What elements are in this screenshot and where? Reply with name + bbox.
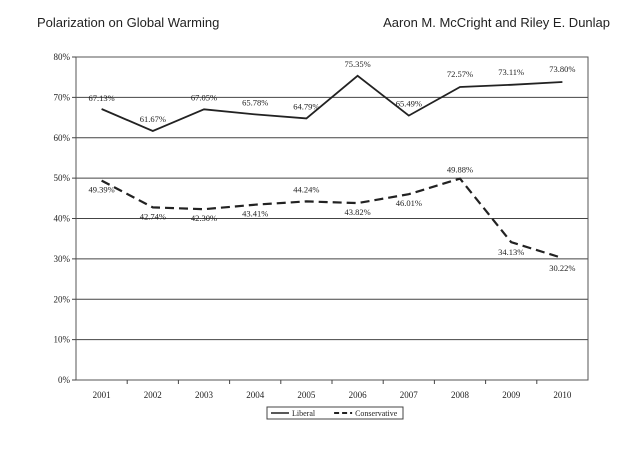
y-tick-label: 0%	[58, 375, 71, 385]
data-label: 72.57%	[447, 69, 473, 79]
data-label: 44.24%	[293, 184, 319, 194]
data-label: 49.88%	[447, 165, 473, 175]
axes: 0% 10% 20% 30% 40% 50% 60% 70% 80% 2001 2002 2003 20…	[54, 52, 572, 400]
data-label: 67.05%	[191, 92, 217, 102]
data-label: 42.30%	[191, 213, 217, 223]
x-tick-label: 2010	[553, 390, 572, 400]
series-line-conservative	[101, 177, 563, 260]
y-tick-label: 50%	[54, 173, 71, 183]
data-label: 65.49%	[396, 99, 422, 109]
x-tick-label: 2001	[93, 390, 111, 400]
data-labels: 67.13% 61.67% 67.05% 65.78% 64.79% 75.35% 65.4…	[88, 59, 575, 273]
data-label: 73.11%	[498, 67, 524, 77]
data-label: 30.22%	[549, 263, 575, 273]
x-tick-label: 2009	[502, 390, 521, 400]
data-label: 34.13%	[498, 247, 524, 257]
data-label: 49.39%	[88, 185, 114, 195]
legend: Liberal Conservative	[266, 406, 404, 420]
y-tick-label: 70%	[54, 92, 71, 102]
data-label: 61.67%	[140, 114, 166, 124]
y-tick-label: 80%	[54, 52, 71, 62]
x-tick-label: 2005	[297, 390, 316, 400]
x-tick-label: 2007	[400, 390, 419, 400]
data-label: 67.13%	[88, 93, 114, 103]
y-tick-label: 10%	[54, 335, 71, 345]
y-tick-label: 20%	[54, 294, 71, 304]
series-line-liberal	[101, 74, 563, 132]
legend-label-liberal: Liberal	[292, 409, 316, 418]
y-tick-label: 40%	[54, 214, 71, 224]
data-label: 43.41%	[242, 209, 268, 219]
chart-title: Polarization on Global Warming	[37, 15, 220, 30]
data-label: 73.80%	[549, 64, 575, 74]
y-tick-label: 30%	[54, 254, 71, 264]
data-label: 42.74%	[140, 211, 166, 221]
data-label: 64.79%	[293, 101, 319, 111]
data-label: 46.01%	[396, 198, 422, 208]
data-label: 65.78%	[242, 97, 268, 107]
x-tick-label: 2003	[195, 390, 214, 400]
x-tick-label: 2004	[246, 390, 265, 400]
series-lines	[101, 74, 563, 260]
y-tick-label: 60%	[54, 133, 71, 143]
legend-label-conservative: Conservative	[355, 409, 398, 418]
chart-authors: Aaron M. McCright and Riley E. Dunlap	[383, 15, 610, 30]
x-tick-label: 2006	[349, 390, 368, 400]
x-tick-label: 2002	[144, 390, 162, 400]
data-label: 43.82%	[344, 207, 370, 217]
data-label: 75.35%	[344, 59, 370, 69]
x-tick-label: 2008	[451, 390, 470, 400]
